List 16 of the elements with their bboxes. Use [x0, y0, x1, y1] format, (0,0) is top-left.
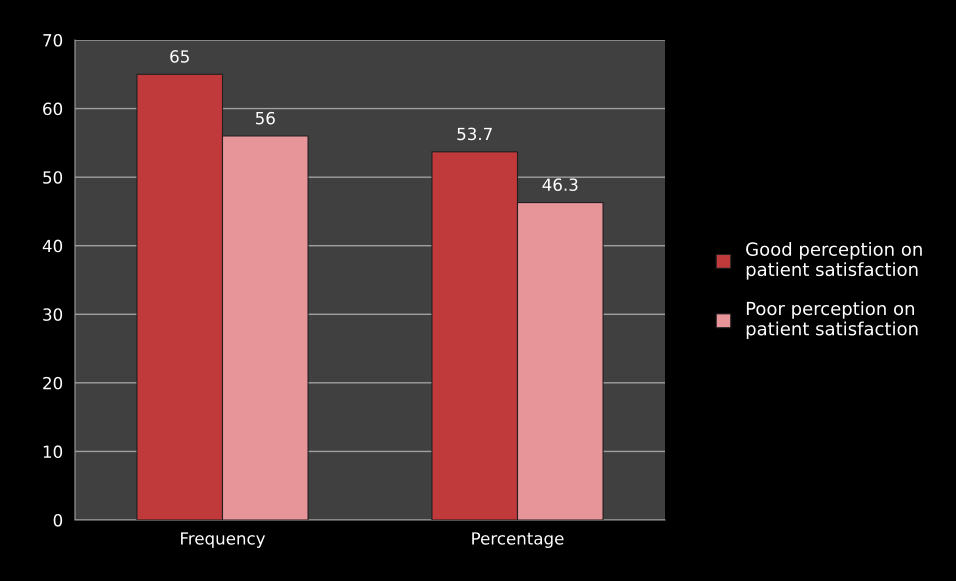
y-tick-label: 70: [43, 34, 62, 47]
y-tick-label: 60: [43, 102, 62, 116]
y-tick-label: 0: [54, 514, 62, 527]
y-tick-label: 50: [43, 171, 62, 184]
data-label: 53.7: [457, 128, 492, 140]
y-tick-label: 40: [42, 240, 62, 252]
x-tick-label: Frequency: [181, 532, 266, 548]
legend-label: Poor perception on patient satisfaction: [746, 301, 918, 340]
data-label: 65: [170, 50, 189, 63]
y-tick-label: 30: [43, 308, 62, 321]
y-tick-label: 10: [44, 445, 62, 458]
legend-label: Good perception on patient satisfaction: [746, 242, 922, 280]
y-tick-label: 20: [43, 376, 62, 390]
x-tick-label: Percentage: [472, 532, 564, 548]
data-label: 46.3: [542, 178, 578, 191]
data-label: 56: [256, 112, 275, 124]
